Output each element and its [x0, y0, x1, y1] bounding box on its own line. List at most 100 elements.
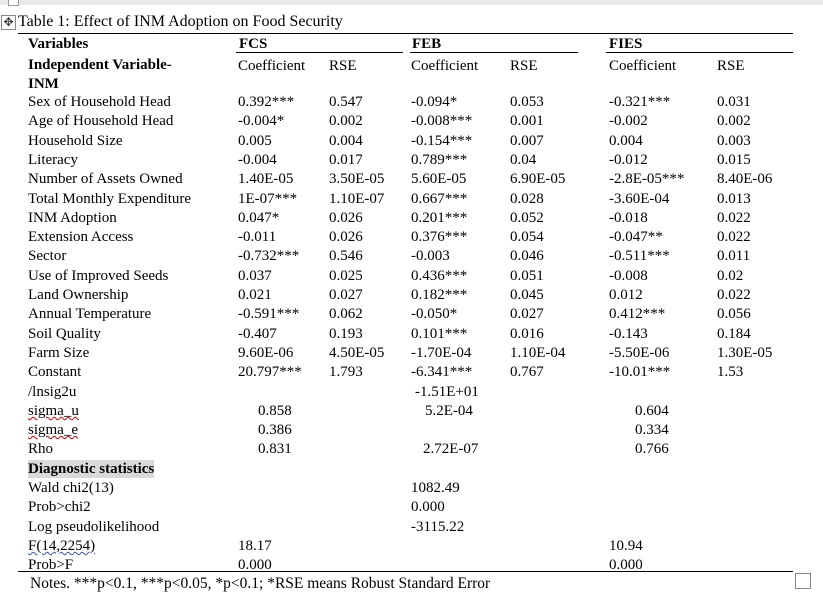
header-variables: Variables: [28, 36, 89, 52]
row-label: Land Ownership: [28, 287, 129, 303]
table-cell: 0.436***: [411, 268, 468, 284]
table-cell: 0.667***: [411, 191, 468, 207]
table-cell: -2.8E-05***: [609, 171, 685, 187]
group-rule-fcs: [236, 52, 403, 53]
row-label: Prob>F: [28, 557, 74, 573]
row-label: Extension Access: [28, 229, 134, 245]
row-label: Total Monthly Expenditure: [28, 191, 192, 207]
table-cell: 1082.49: [411, 480, 460, 496]
table-cell: 0.000: [411, 499, 445, 515]
table-cell: -3.60E-04: [609, 191, 670, 207]
row-label: Literacy: [28, 152, 78, 168]
row-label: Sex of Household Head: [28, 94, 171, 110]
table-cell: 0.376***: [411, 229, 468, 245]
table-cell: 0.766: [635, 441, 669, 457]
row-label: Constant: [28, 364, 82, 380]
table-cell: 0.053: [510, 94, 544, 110]
table-cell: 0.027: [510, 306, 544, 322]
group-rule-feb: [410, 52, 578, 53]
table-cell: 5.2E-04: [425, 403, 473, 419]
table-cell: 0.017: [329, 152, 363, 168]
table-cell: 0.022: [717, 287, 751, 303]
window-top-strip: [0, 0, 823, 5]
table-cell: 0.184: [717, 326, 751, 342]
table-cell: -0.047**: [609, 229, 663, 245]
table-cell: 0.046: [510, 248, 544, 264]
table-cell: -5.50E-06: [609, 345, 670, 361]
table-cell: 0.004: [609, 133, 643, 149]
row-label: /lnsig2u: [28, 384, 77, 400]
row-label: F(14,2254): [28, 538, 96, 554]
table-cell: 0.054: [510, 229, 544, 245]
table-cell: 0.031: [717, 94, 751, 110]
table-cell: 0.028: [510, 191, 544, 207]
table-cell: 0.026: [329, 229, 363, 245]
table-cell: 0.101***: [411, 326, 468, 342]
row-label: Annual Temperature: [28, 306, 152, 322]
table-cell: 0.007: [510, 133, 544, 149]
table-cell: 1.793: [329, 364, 363, 380]
table-cell: 3.50E-05: [329, 171, 385, 187]
table-cell: 9.60E-06: [238, 345, 294, 361]
table-cell: -0.008***: [411, 113, 473, 129]
row-label: Log pseudolikelihood: [28, 519, 160, 535]
header-independent-variable: Independent Variable-: [28, 57, 172, 73]
table-cell: 0.051: [510, 268, 544, 284]
row-label: Age of Household Head: [28, 113, 174, 129]
table-cell: -0.591***: [238, 306, 300, 322]
row-label: Wald chi2(13): [28, 480, 114, 496]
bottom-rule: [18, 571, 793, 572]
table-cell: 0.604: [635, 403, 669, 419]
header-fies-coefficient: Coefficient: [609, 58, 677, 74]
table-cell: 0.005: [238, 133, 272, 149]
table-cell: 0.002: [717, 113, 751, 129]
table-cell: 1.30E-05: [717, 345, 773, 361]
table-cell: -1.51E+01: [415, 384, 479, 400]
table-cell: 0.000: [238, 557, 272, 573]
table-cell: -0.002: [609, 113, 648, 129]
table-cell: 0.04: [510, 152, 537, 168]
table-cell: 4.50E-05: [329, 345, 385, 361]
table-cell: -6.341***: [411, 364, 473, 380]
table-cell: -0.321***: [609, 94, 671, 110]
header-fies: FIES: [609, 36, 643, 52]
row-label: INM Adoption: [28, 210, 117, 226]
table-resize-handle-icon[interactable]: [795, 573, 811, 589]
table-cell: 1.10E-07: [329, 191, 385, 207]
table-cell: 0.386: [258, 422, 292, 438]
table-cell: 0.831: [258, 441, 292, 457]
table-cell: -3115.22: [411, 519, 465, 535]
table-caption: Table 1: Effect of INM Adoption on Food …: [18, 13, 343, 30]
table-cell: 0.016: [510, 326, 544, 342]
table-cell: -0.008: [609, 268, 648, 284]
table-cell: 0.003: [717, 133, 751, 149]
table-cell: 0.052: [510, 210, 544, 226]
top-rule: [18, 33, 793, 34]
table-cell: 0.201***: [411, 210, 468, 226]
table-cell: 2.72E-07: [423, 441, 479, 457]
row-label: Farm Size: [28, 345, 90, 361]
table-cell: 0.193: [329, 326, 363, 342]
table-cell: 1.40E-05: [238, 171, 294, 187]
header-fcs-rse: RSE: [329, 58, 357, 74]
table-cell: 0.001: [510, 113, 544, 129]
table-cell: -0.004*: [238, 113, 285, 129]
row-label: Rho: [28, 441, 54, 457]
table-cell: 0.000: [609, 557, 643, 573]
table-move-handle-icon[interactable]: ✥: [1, 15, 16, 30]
table-cell: 0.547: [329, 94, 363, 110]
table-cell: 0.022: [717, 210, 751, 226]
row-label: sigma_u: [28, 403, 79, 419]
table-cell: 0.026: [329, 210, 363, 226]
table-cell: 0.062: [329, 306, 363, 322]
table-cell: 0.789***: [411, 152, 468, 168]
header-fcs-coefficient: Coefficient: [238, 58, 306, 74]
table-cell: 0.012: [609, 287, 643, 303]
table-cell: 20.797***: [238, 364, 302, 380]
table-cell: 1.10E-04: [510, 345, 566, 361]
table-cell: 0.011: [717, 248, 751, 264]
table-cell: 0.334: [635, 422, 669, 438]
row-label: sigma_e: [28, 422, 78, 438]
table-cell: 0.015: [717, 152, 751, 168]
table-cell: -10.01***: [609, 364, 671, 380]
